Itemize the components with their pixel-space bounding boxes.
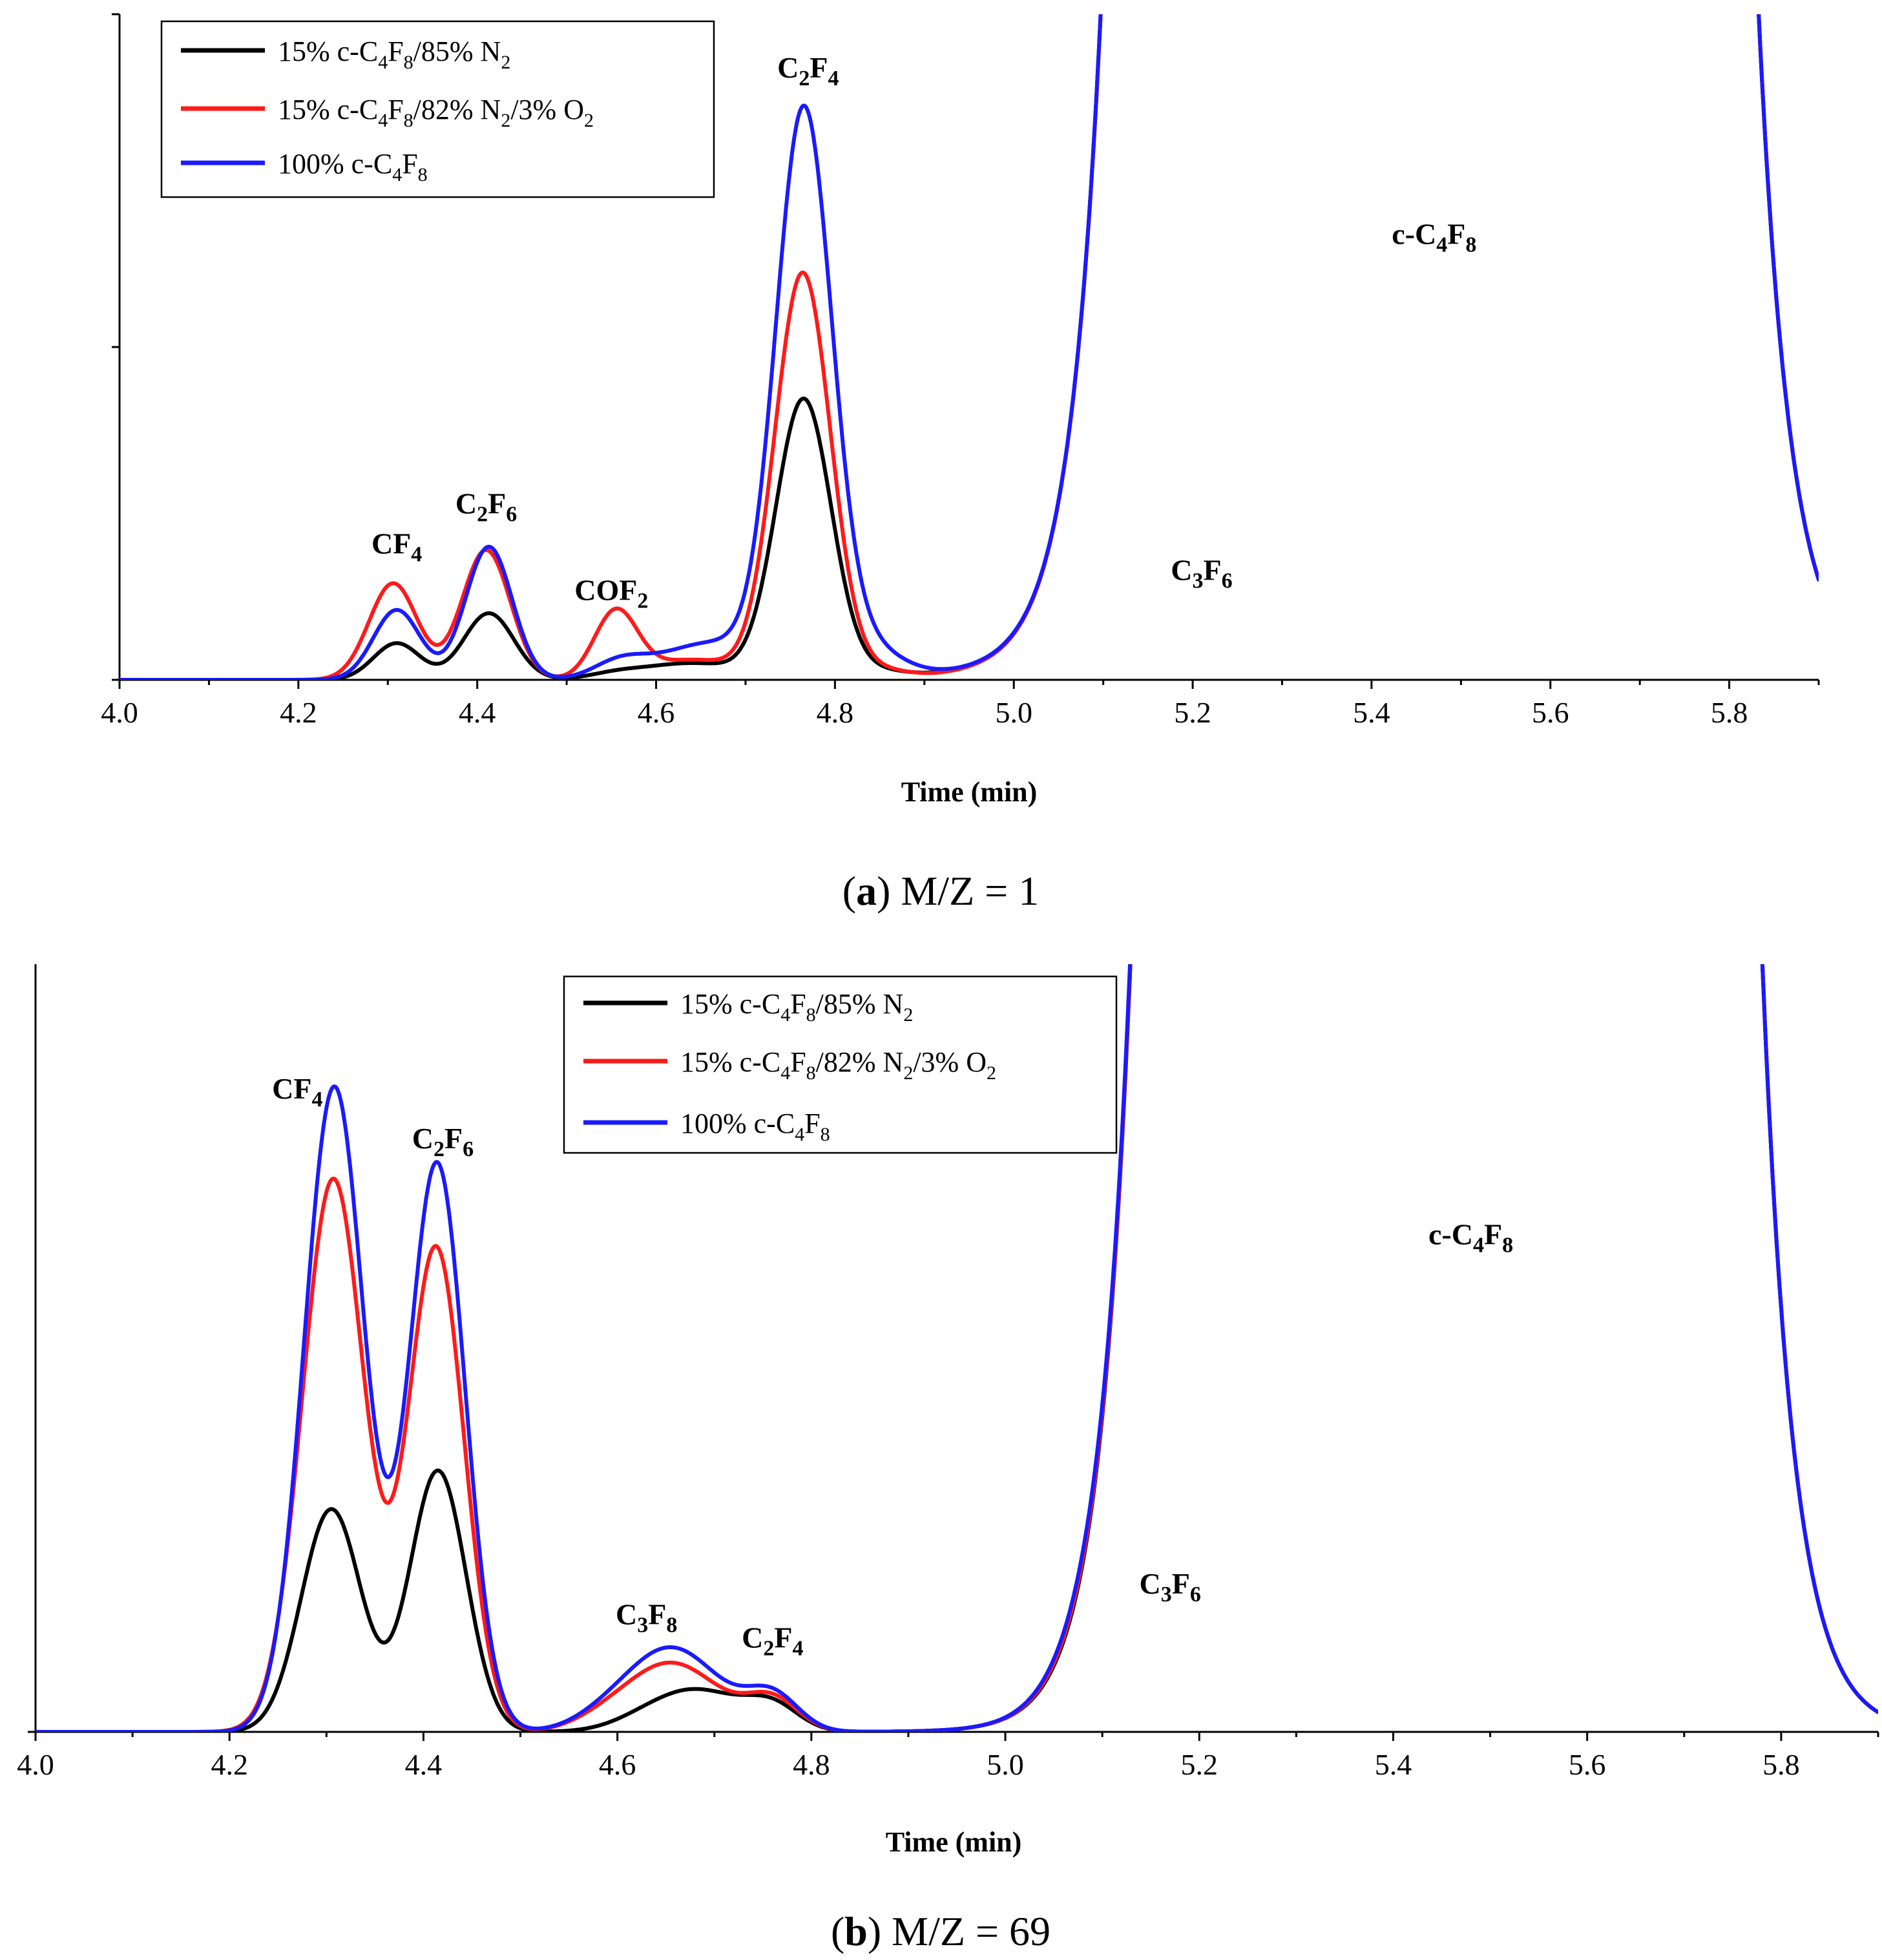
x-tick-label: 5.2 [1174, 696, 1211, 729]
x-tick-label: 4.4 [459, 696, 496, 729]
x-axis-title-a: Time (min) [901, 776, 1038, 808]
peak-label: COF2 [574, 573, 648, 613]
legend-entry-o2: 15% c-C4F8/82% N2/3% O2 [278, 94, 594, 131]
peak-label: CF4 [272, 1072, 322, 1112]
x-tick-label: 5.6 [1569, 1748, 1606, 1781]
x-tick-label: 4.6 [638, 696, 675, 729]
x-tick-label: 5.0 [995, 696, 1032, 729]
peak-label: C2F4 [777, 51, 839, 90]
peak-label: c-C4F8 [1428, 1218, 1513, 1258]
x-tick-label: 4.6 [599, 1748, 636, 1781]
x-tick-label: 5.4 [1353, 696, 1390, 729]
x-tick-label: 4.0 [17, 1748, 54, 1781]
peak-labels-b: CF4 C2F6 C3F8 C2F4 C3F6 c-C4F8 [272, 1072, 1513, 1660]
legend-entry-n2: 15% c-C4F8/85% N2 [278, 36, 510, 73]
legend-entry-pure-b: 100% c-C4F8 [680, 1108, 830, 1145]
x-tick-label: 5.6 [1532, 696, 1569, 729]
x-tick-label: 4.2 [211, 1748, 248, 1781]
y-ticks-a [112, 13, 120, 681]
peak-label: C3F8 [616, 1598, 677, 1638]
legend-a: 15% c-C4F8/85% N2 15% c-C4F8/82% N2/3% O… [160, 20, 715, 198]
legend-b: 15% c-C4F8/85% N2 15% c-C4F8/82% N2/3% O… [563, 975, 1118, 1154]
legend-entry-pure: 100% c-C4F8 [278, 148, 428, 185]
peak-label: C3F6 [1140, 1567, 1201, 1607]
x-tick-label: 5.8 [1711, 696, 1748, 729]
caption-b: (b) M/Z = 69 [831, 1908, 1051, 1954]
peak-label: C2F4 [742, 1621, 803, 1660]
x-tick-label: 4.2 [280, 696, 317, 729]
peak-label: C2F6 [412, 1122, 474, 1161]
x-tick-label: 4.8 [817, 696, 854, 729]
peak-label: CF4 [371, 527, 422, 566]
caption-a: (a) M/Z = 1 [842, 868, 1040, 914]
peak-label: C3F6 [1171, 554, 1232, 593]
peak-labels-a: CF4 C2F6 COF2 C2F4 C3F6 c-C4F8 [371, 51, 1476, 613]
x-tick-label: 5.8 [1762, 1748, 1800, 1781]
series-lines-b [36, 964, 1878, 1732]
x-tick-label: 4.8 [793, 1748, 830, 1781]
series-blue-line [36, 964, 1878, 1732]
panel-b: 4.0 4.2 4.4 4.6 4.8 5.0 5.2 5.4 5.6 5.8 CF4 C2F6 C3… [17, 964, 1879, 1954]
x-tick-label: 4.4 [405, 1748, 443, 1781]
x-ticks-b: 4.0 4.2 4.4 4.6 4.8 5.0 5.2 5.4 5.6 5.8 [17, 1732, 1879, 1781]
peak-label: c-C4F8 [1392, 217, 1476, 257]
series-blue-line [120, 14, 1819, 680]
x-ticks-a: 4.0 4.2 4.4 4.6 4.8 5.0 5.2 5.4 5.6 5.8 [101, 680, 1820, 729]
x-tick-label: 4.0 [101, 696, 138, 729]
x-tick-label: 5.0 [987, 1748, 1024, 1781]
x-tick-label: 5.4 [1375, 1748, 1412, 1781]
legend-entry-o2-b: 15% c-C4F8/82% N2/3% O2 [680, 1046, 996, 1084]
series-lines-a [120, 14, 1819, 680]
x-tick-label: 5.2 [1181, 1748, 1218, 1781]
peak-label: C2F6 [455, 487, 517, 527]
panel-a: 4.0 4.2 4.4 4.6 4.8 5.0 5.2 5.4 5.6 5.8 CF4 C2F6 CO… [101, 13, 1820, 914]
legend-entry-n2-b: 15% c-C4F8/85% N2 [680, 988, 913, 1026]
x-axis-title-b: Time (min) [886, 1826, 1022, 1858]
